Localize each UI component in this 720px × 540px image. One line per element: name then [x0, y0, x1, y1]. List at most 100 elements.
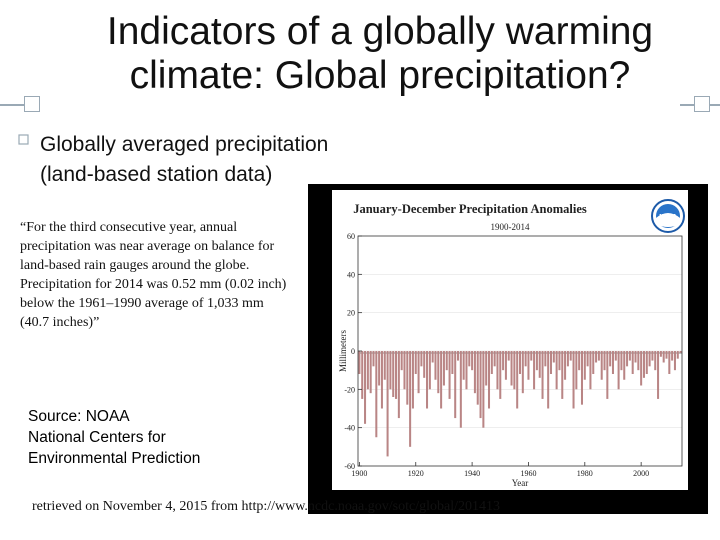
bar-1943: [479, 351, 482, 419]
x-tick-label: 1960: [520, 469, 536, 478]
bar-1904: [369, 351, 372, 394]
bar-1926: [431, 351, 434, 363]
bar-1992: [617, 351, 620, 390]
bar-1917: [406, 351, 409, 405]
x-tick-label: 1920: [408, 469, 424, 478]
x-tick-label: 1940: [464, 469, 480, 478]
bar-1909: [383, 351, 386, 380]
bar-1942: [476, 351, 479, 405]
bar-1946: [487, 351, 491, 409]
precipitation-anomaly-chart: January-December Precipitation Anomalies…: [332, 190, 688, 490]
bar-1989: [609, 351, 612, 367]
bar-2008: [662, 351, 665, 363]
bar-1918: [409, 351, 412, 447]
chart-background: [332, 190, 688, 490]
bar-1932: [448, 351, 451, 399]
bar-1977: [575, 351, 578, 390]
bar-1996: [628, 351, 631, 361]
bar-1988: [606, 351, 609, 399]
bar-1950: [499, 351, 502, 399]
bar-1966: [544, 351, 547, 367]
bar-1906: [375, 351, 378, 438]
bar-1922: [420, 351, 423, 367]
chart-title: January-December Precipitation Anomalies: [353, 202, 587, 216]
bar-1999: [637, 351, 640, 371]
bar-1915: [400, 351, 403, 371]
bar-1959: [524, 351, 527, 367]
bar-1998: [634, 351, 637, 363]
bar-1925: [428, 351, 431, 390]
bar-1956: [516, 351, 519, 409]
bar-1924: [426, 351, 429, 409]
y-tick-label: 0: [351, 347, 355, 356]
bar-1905: [372, 351, 375, 367]
bar-1968: [549, 351, 553, 374]
bar-1954: [510, 351, 513, 386]
bar-1951: [502, 351, 505, 371]
bar-1935: [457, 351, 460, 361]
title-line-1: Indicators of a globally warming: [106, 10, 654, 53]
bar-1912: [392, 351, 395, 397]
bar-1949: [496, 351, 499, 390]
bullet-square-icon: [18, 134, 29, 145]
chart-panel: January-December Precipitation Anomalies…: [308, 184, 708, 514]
bar-1900: [358, 351, 361, 374]
bar-1982: [589, 351, 592, 390]
source-credit: Source: NOAA National Centers for Enviro…: [28, 406, 278, 469]
bar-1984: [595, 351, 598, 363]
bar-1911: [389, 351, 392, 390]
bar-2004: [651, 351, 654, 361]
bar-2001: [642, 351, 645, 378]
bar-1979: [580, 351, 583, 405]
x-axis-label: Year: [512, 478, 529, 488]
bar-2007: [659, 351, 662, 357]
bar-1902: [364, 351, 367, 424]
bar-1981: [586, 351, 589, 367]
bar-1969: [552, 351, 555, 363]
slide-title: Indicators of a globally warming climate…: [40, 10, 720, 98]
bar-1907: [378, 351, 381, 386]
bar-1921: [417, 351, 420, 394]
y-axis-ticks: 60 40 20 0 -20 -40 -60: [344, 232, 362, 471]
bar-2013: [676, 351, 679, 359]
slide-subtitle: Globally averaged precipitation (land-ba…: [40, 130, 328, 190]
y-tick-label: -60: [344, 462, 355, 471]
bar-2000: [640, 351, 643, 386]
x-tick-label: 1980: [577, 469, 593, 478]
bar-1963: [535, 351, 538, 371]
bar-1993: [620, 351, 623, 371]
bar-1976: [572, 351, 575, 409]
bar-1994: [623, 351, 626, 380]
bar-1987: [603, 351, 606, 371]
bar-2011: [671, 351, 674, 361]
bar-1962: [533, 351, 536, 390]
bar-1965: [541, 351, 544, 399]
bar-1952: [504, 351, 507, 380]
bar-1908: [380, 351, 383, 409]
y-tick-label: 60: [347, 232, 355, 241]
bar-1919: [411, 351, 414, 409]
bar-1983: [592, 351, 595, 374]
subtitle-line-1: Globally averaged precipitation: [40, 133, 329, 156]
bar-1995: [626, 351, 629, 367]
y-tick-label: 20: [347, 309, 355, 318]
bar-1945: [485, 351, 488, 386]
y-tick-label: -40: [344, 424, 355, 433]
x-tick-label: 1900: [351, 469, 367, 478]
x-tick-label: 2000: [633, 469, 649, 478]
bar-1980: [583, 351, 586, 380]
bar-1934: [454, 351, 457, 419]
decor-square-left: [24, 96, 40, 112]
bar-1937: [462, 351, 465, 380]
bar-1974: [566, 351, 569, 367]
x-axis-ticks: 1900 1920 1940 1960 1980 2000: [351, 462, 649, 478]
bar-1978: [578, 351, 581, 371]
subtitle-line-2: (land-based station data): [40, 163, 273, 186]
bar-1910: [386, 351, 389, 457]
retrieved-note: retrieved on November 4, 2015 from http:…: [32, 499, 500, 514]
bar-1944: [482, 351, 485, 428]
bar-1972: [561, 351, 564, 399]
bar-1948: [493, 351, 496, 367]
bar-1931: [445, 351, 448, 371]
bar-1953: [507, 351, 510, 361]
